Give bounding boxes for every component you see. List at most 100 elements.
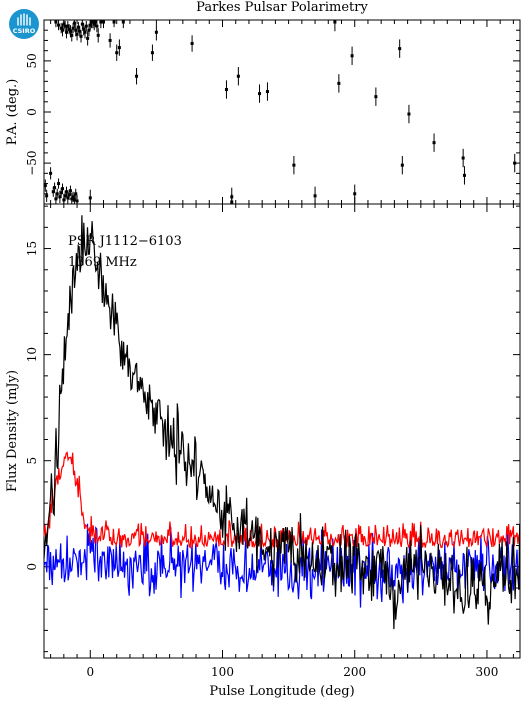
pulsar-name-label: PSR J1112−6103: [68, 234, 182, 249]
pa-point: [353, 192, 357, 196]
flux-series-circular: [43, 523, 521, 608]
flux-x-tick-label: 0: [86, 665, 94, 679]
logo-text: CSIRO: [13, 27, 36, 35]
pa-point: [337, 81, 341, 85]
pa-y-tick-label: 0: [25, 108, 39, 116]
flux-panel-frame: [43, 203, 521, 659]
pa-point: [62, 22, 66, 26]
pa-point: [190, 42, 194, 46]
pa-point: [58, 195, 62, 199]
pa-point: [72, 21, 76, 25]
pa-point: [150, 51, 154, 55]
pa-point: [95, 24, 99, 28]
flux-axis-ticks: 0 5 10 15 0 100 200 300: [25, 204, 520, 679]
pa-point: [63, 194, 67, 198]
pa-points: [43, 20, 517, 204]
pa-point: [432, 141, 436, 145]
pa-point: [62, 198, 66, 202]
pa-point: [70, 197, 74, 201]
chart-title: Parkes Pulsar Polarimetry: [196, 0, 368, 15]
pa-point: [54, 197, 58, 201]
pa-point: [49, 171, 53, 175]
pa-point: [83, 30, 87, 34]
pa-point: [407, 112, 411, 116]
pa-point: [350, 54, 354, 58]
pa-point: [91, 20, 95, 24]
flux-series: [43, 215, 521, 630]
pa-point: [64, 190, 68, 194]
pa-y-tick-label: 50: [25, 53, 39, 68]
pa-point: [68, 189, 72, 193]
flux-x-axis-label: Pulse Longitude (deg): [209, 684, 354, 699]
pa-point: [80, 22, 84, 26]
pa-point: [224, 88, 228, 92]
pa-point: [112, 20, 116, 24]
pa-point: [313, 194, 317, 198]
pa-point: [67, 27, 71, 31]
pa-point: [99, 20, 103, 24]
pa-point: [135, 74, 139, 78]
pa-point: [59, 26, 63, 30]
pa-point: [265, 90, 269, 94]
pa-point: [51, 190, 55, 194]
pa-point: [53, 186, 57, 190]
pa-point: [154, 30, 158, 34]
pa-point: [400, 163, 404, 167]
flux-y-axis-label: Flux Density (mJy): [5, 370, 20, 492]
pa-point: [64, 30, 68, 34]
pa-point: [96, 33, 100, 37]
pa-point: [86, 36, 90, 40]
flux-y-tick-label: 10: [25, 347, 39, 362]
flux-x-tick-label: 300: [475, 665, 498, 679]
pa-point: [461, 156, 465, 160]
pa-point: [88, 23, 92, 27]
pa-point: [117, 46, 121, 50]
pa-point: [92, 22, 96, 26]
pa-point: [82, 27, 86, 31]
pa-point: [57, 182, 61, 186]
pa-point: [258, 92, 262, 96]
pa-point: [230, 200, 234, 204]
flux-x-tick-label: 100: [211, 665, 234, 679]
pa-point: [68, 29, 72, 33]
frequency-label: 1369 MHz: [68, 255, 137, 270]
pa-point: [108, 38, 112, 42]
flux-y-tick-label: 5: [25, 457, 39, 465]
pa-point: [78, 29, 82, 33]
pa-point: [70, 33, 74, 37]
pa-point: [236, 74, 240, 78]
pa-point: [513, 161, 517, 165]
flux-x-tick-label: 200: [343, 665, 366, 679]
flux-y-tick-label: 0: [25, 563, 39, 571]
pa-point: [66, 24, 70, 28]
pa-point: [71, 195, 75, 199]
pa-point: [72, 198, 76, 202]
pa-y-tick-label: −50: [25, 150, 39, 175]
csiro-logo: CSIRO: [8, 8, 40, 40]
pa-panel-frame: [43, 19, 521, 205]
pa-point: [76, 25, 80, 29]
flux-series-total: [43, 215, 521, 630]
pa-point: [94, 20, 98, 24]
pa-y-axis-label: P.A. (deg.): [5, 79, 20, 146]
pa-point: [75, 199, 79, 203]
pa-point: [87, 28, 91, 32]
flux-y-tick-label: 15: [25, 241, 39, 256]
pa-point: [63, 24, 67, 28]
pa-point: [462, 173, 466, 177]
pa-point: [88, 196, 92, 200]
pa-point: [292, 163, 296, 167]
pa-point: [43, 184, 47, 188]
pa-point: [55, 192, 59, 196]
pa-point: [398, 47, 402, 51]
pa-point: [61, 28, 65, 32]
pa-point: [61, 187, 65, 191]
pa-point: [71, 26, 75, 30]
pa-point: [333, 20, 337, 24]
pa-point: [374, 95, 378, 99]
pa-point: [84, 24, 88, 28]
pa-point: [54, 20, 58, 24]
pa-point: [59, 191, 63, 195]
pa-point: [121, 20, 125, 24]
